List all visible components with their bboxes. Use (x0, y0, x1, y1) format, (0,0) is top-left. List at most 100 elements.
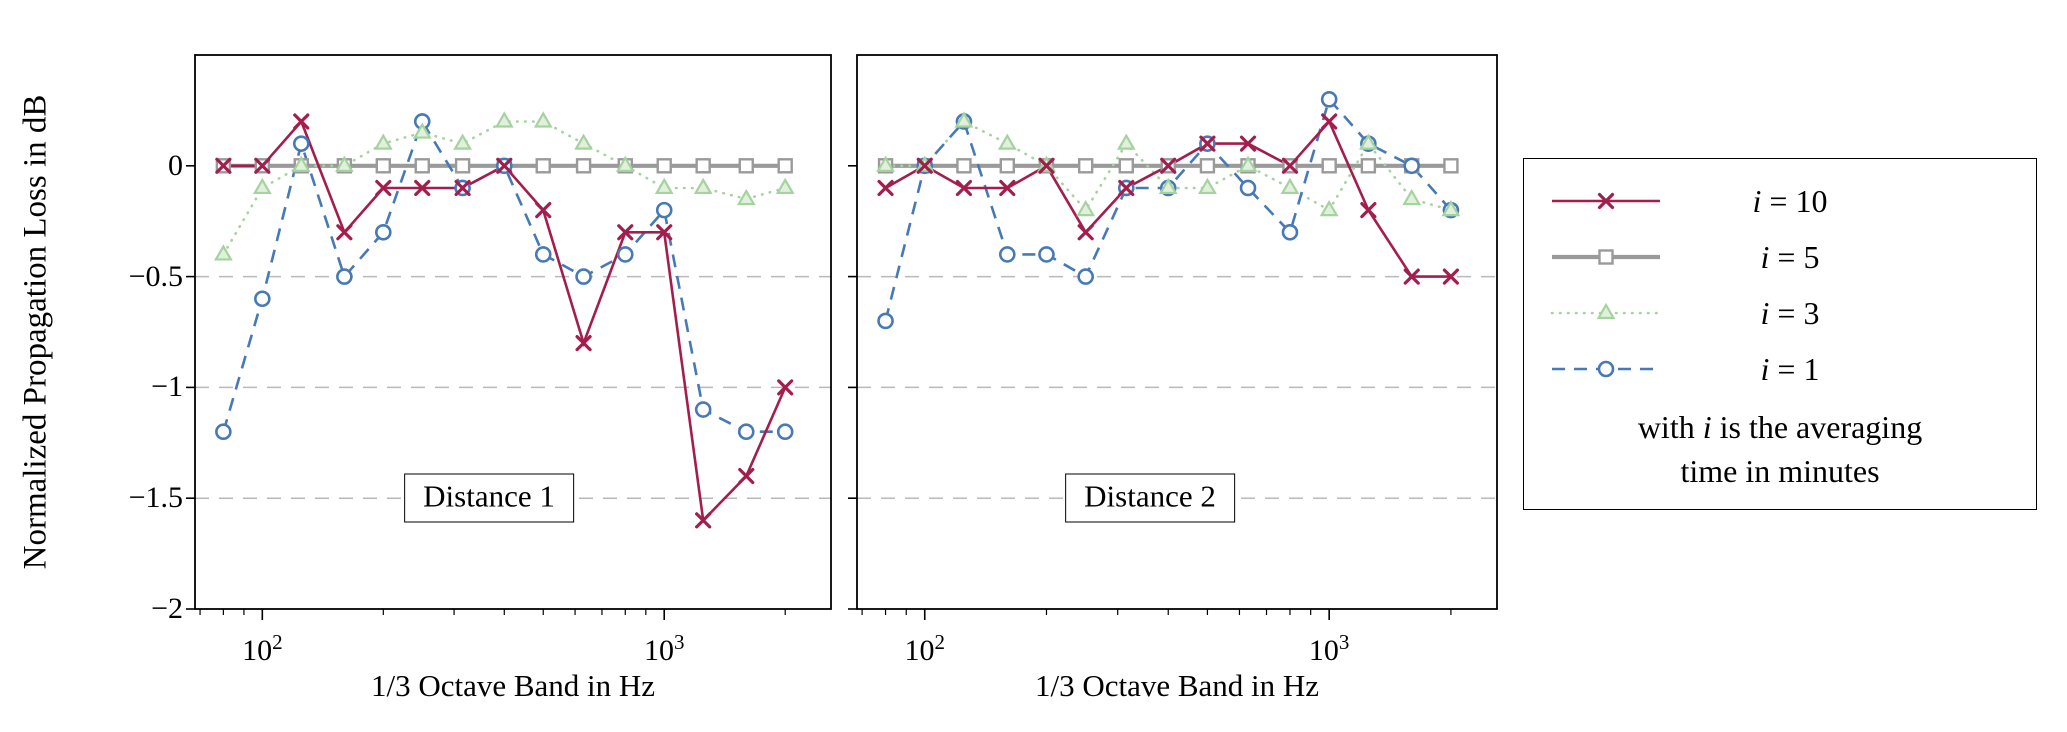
circle-marker (694, 401, 712, 418)
legend-note-line2: time in minutes (1680, 453, 1880, 489)
x-marker (1160, 157, 1177, 174)
triangle-marker (373, 133, 393, 150)
legend-box: i = 10 i = 5 i = 3 i = 1 with i is the aver… (1523, 158, 2037, 510)
triangle-marker (654, 177, 674, 195)
triangle-marker (954, 111, 974, 128)
x-tick-label: 103 (643, 630, 685, 667)
x-marker (1038, 157, 1055, 174)
x-marker (1442, 268, 1460, 285)
square-marker (414, 158, 430, 174)
circle-marker (877, 312, 894, 330)
circle-marker (292, 135, 310, 152)
series-i10-line (223, 119, 787, 524)
triangle-marker (1280, 177, 1300, 195)
legend-entry-i5: i = 5 (1524, 229, 2036, 285)
x-marker (695, 512, 712, 529)
square-marker (1199, 158, 1216, 174)
triangle-marker (736, 188, 756, 206)
circle-marker (1281, 223, 1299, 241)
x-marker (955, 179, 973, 197)
legend-entry-i10: i = 10 (1524, 173, 2036, 229)
square-marker (1360, 158, 1377, 174)
circle-marker (776, 423, 794, 441)
triangle-marker (291, 155, 311, 172)
triangle-marker (1116, 133, 1136, 150)
x-marker (1597, 192, 1615, 210)
square-marker (656, 158, 672, 174)
x-marker (375, 179, 392, 197)
x-marker (1239, 135, 1257, 152)
circle-marker (336, 268, 353, 285)
plot-2 (848, 54, 1498, 620)
square-marker (999, 158, 1015, 174)
x-tick-label: 102 (904, 630, 945, 667)
triangle-marker (775, 177, 795, 195)
x-tick-label: 102 (242, 630, 283, 667)
x-marker (1403, 268, 1420, 285)
circle-marker (1038, 246, 1055, 263)
y-tick-label: −1 (151, 370, 183, 404)
triangle-marker (1238, 155, 1258, 172)
square-marker (1077, 158, 1094, 174)
circle-marker (1403, 157, 1421, 175)
legend-entries: i = 10 i = 5 i = 3 i = 1 (1524, 173, 2036, 397)
triangle-marker (693, 177, 713, 195)
x-marker (1199, 135, 1216, 152)
x-marker (1118, 179, 1135, 197)
square-marker (1321, 158, 1337, 174)
square-marker (1443, 158, 1459, 174)
triangle-marker (1076, 199, 1096, 217)
circle-marker (215, 423, 232, 441)
series-i1-line (222, 118, 786, 434)
x-marker (535, 202, 552, 219)
x-marker (617, 224, 634, 241)
triangle-marker (615, 155, 635, 172)
x-marker (414, 179, 431, 197)
legend-sample-square-line (1552, 249, 1660, 265)
square-marker (454, 158, 471, 174)
triangle-marker (876, 155, 895, 172)
square-marker (535, 158, 551, 174)
triangle-marker (252, 177, 272, 195)
series-i3-line (222, 120, 787, 256)
x-marker (293, 113, 310, 130)
square-marker (738, 158, 754, 174)
annotation-distance-1: Distance 1 (404, 473, 574, 523)
circle-marker (1320, 91, 1338, 108)
triangle-marker (533, 111, 553, 128)
x-axis-label-plot1: 1/3 Octave Band in Hz (370, 668, 656, 703)
x-marker (254, 157, 271, 174)
circle-marker (655, 201, 673, 219)
x-marker (1321, 113, 1338, 130)
x-marker (496, 157, 513, 174)
x-marker (877, 179, 894, 197)
x-marker (454, 179, 471, 197)
x-marker (575, 334, 592, 352)
grid-lines (195, 275, 831, 499)
square-marker (777, 158, 793, 174)
legend-entry-i3: i = 3 (1524, 285, 2036, 341)
x-marker (336, 224, 353, 241)
legend-sample-triangle-line (1550, 302, 1662, 320)
circle-marker (575, 268, 592, 285)
legend-sample-x-line (1552, 192, 1660, 210)
x-tick-label: 103 (1308, 630, 1350, 667)
square-marker (1118, 158, 1134, 174)
legend-label-i5: i = 5 (1760, 238, 1820, 275)
circle-marker (1077, 268, 1094, 285)
series-i1-markers (877, 91, 1460, 330)
x-marker (1360, 202, 1377, 219)
circle-marker (1239, 179, 1257, 197)
triangle-marker (574, 133, 593, 150)
x-marker (1281, 157, 1299, 174)
series-i3-markers (213, 111, 795, 261)
square-marker (575, 158, 592, 174)
square-marker (695, 158, 711, 174)
triangle-marker (453, 133, 472, 150)
square-marker (1598, 249, 1614, 265)
circle-marker (254, 290, 271, 308)
legend-note-line1: with i is the averaging (1637, 409, 1923, 445)
x-marker (916, 157, 933, 174)
